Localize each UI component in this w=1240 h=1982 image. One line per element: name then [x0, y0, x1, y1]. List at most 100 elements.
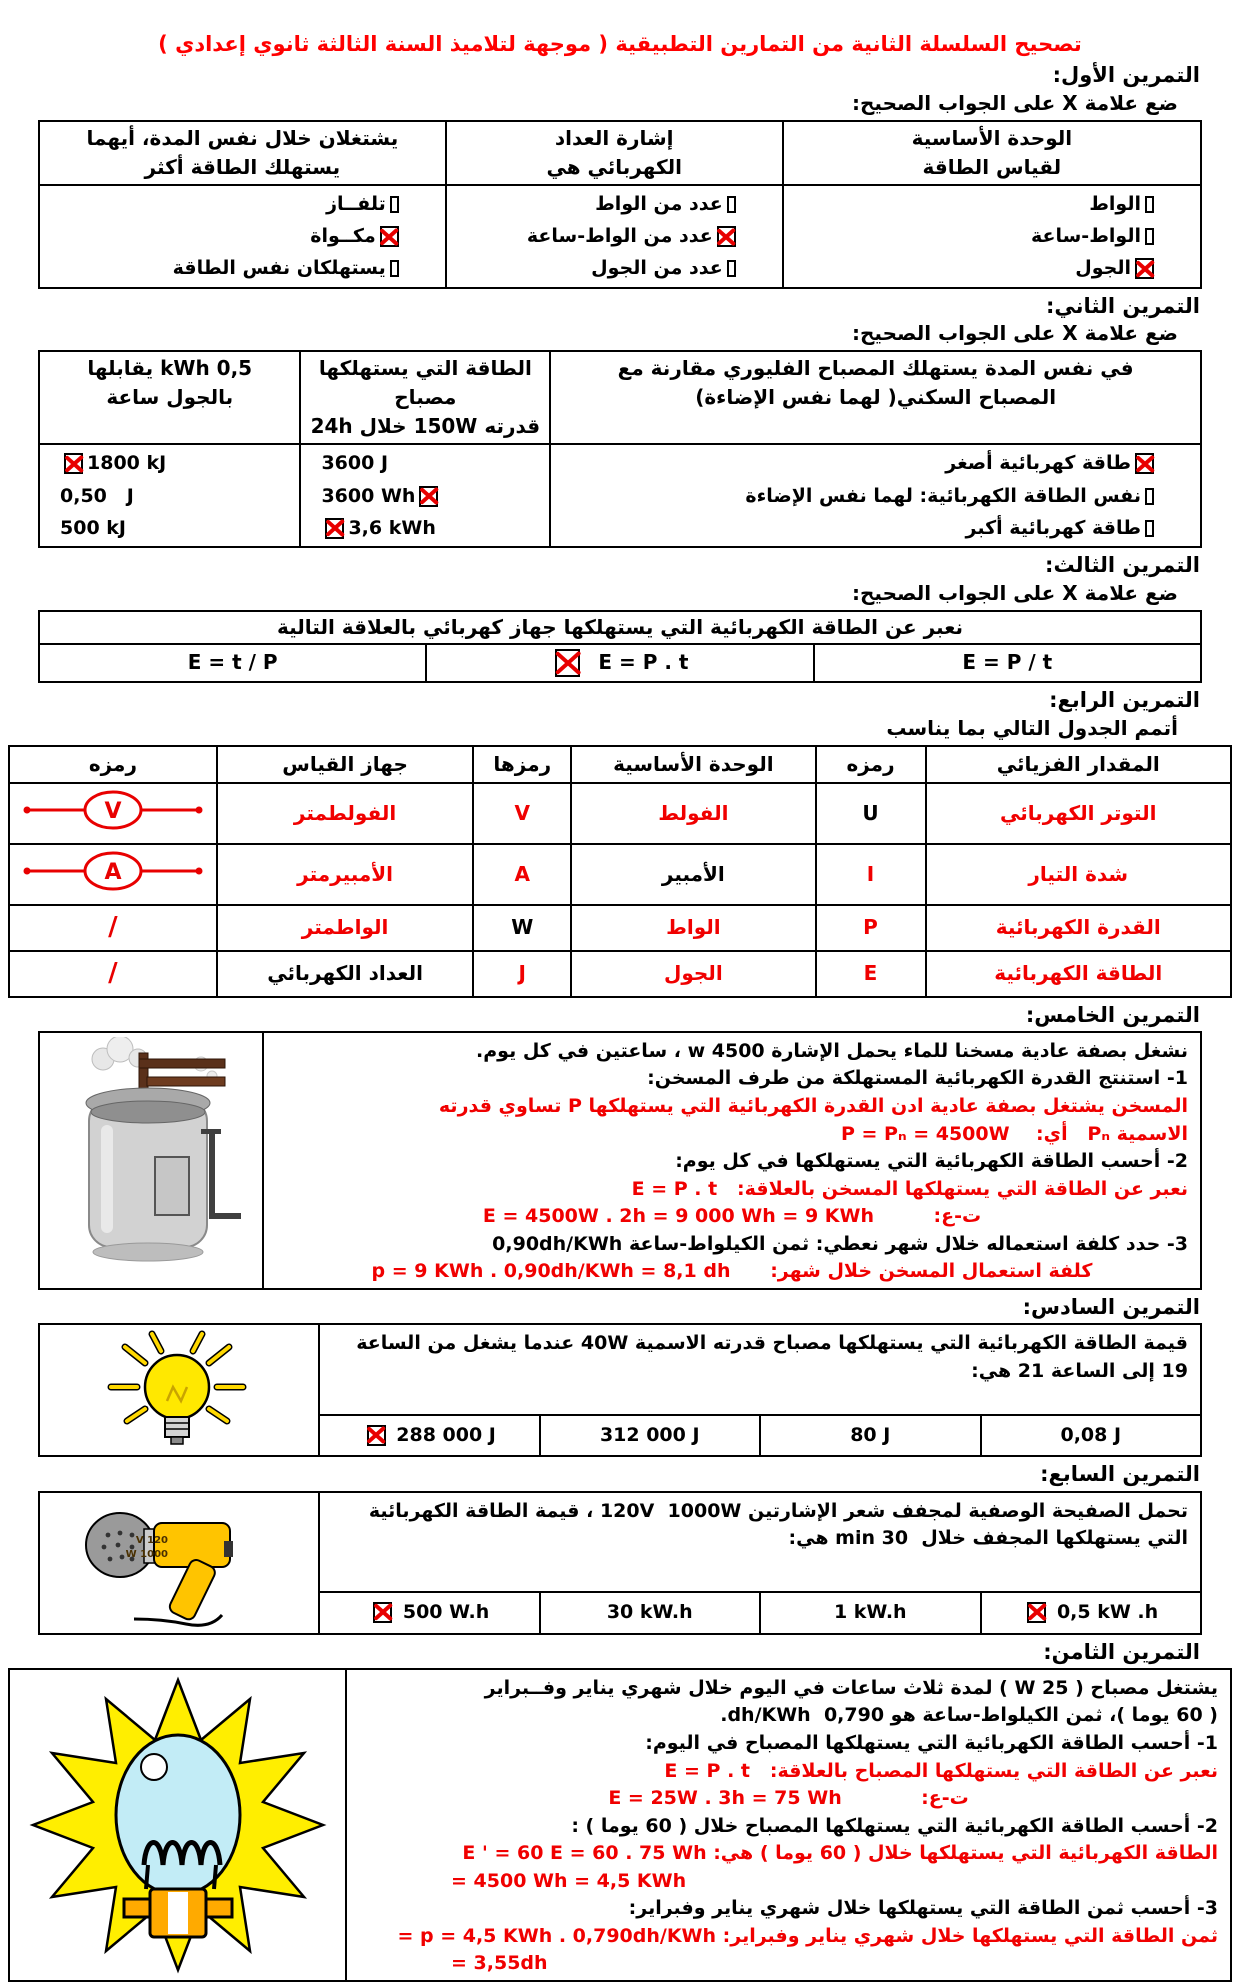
quantity-cell: القدرة الكهربائية [924, 903, 1232, 952]
ex1-col3-header: يشتغلان خلال نفس المدة، أيهما يستهلك الط… [38, 119, 447, 186]
ex6-box: قيمة الطاقة الكهربائية التي يستهلكها مصب… [38, 1323, 1202, 1458]
exercise1-title: التمرين الأول: [1052, 63, 1200, 88]
device-cell: الفولطمتر [215, 781, 475, 845]
ex8-line: نعبر عن الطاقة التي يستهلكها المصباح بال… [664, 1759, 1218, 1782]
option-label: 312 000 J [599, 1423, 700, 1446]
answer-option: 3600 Wh [307, 480, 543, 512]
unit-cell: الواط [570, 903, 817, 952]
ex1-col2-options: عدد من الواط عدد من الواط-ساعة عدد من ال… [444, 183, 784, 289]
ex5-line: ت-ع: E = 4500W . 2h = 9 000 Wh = 9 KWh [482, 1205, 982, 1228]
ex1-col3-options: تلفــاز مكــواة يستهلكان نفس الطاقة [38, 183, 447, 289]
option-label: عدد من الواط-ساعة [526, 225, 713, 248]
checkbox-icon [726, 195, 736, 213]
exercise2-title: التمرين الثاني: [1046, 293, 1200, 318]
unit-symbol-cell: V [472, 781, 573, 845]
ex1-col2-header: إشارة العداد الكهربائي هي [444, 119, 784, 186]
exercise4-instruction: أتمم الجدول التالي بما يناسب [886, 715, 1178, 740]
option-label: 3,6 kWh [348, 516, 436, 539]
checkbox-icon [389, 195, 399, 213]
ex2-col2-options: 3600 J 3600 Wh 3,6 kWh [299, 443, 552, 549]
option-label: الواط [1089, 192, 1141, 215]
option-label: 3600 Wh [321, 484, 416, 507]
ex4-header-symbol: رمزه [814, 744, 927, 784]
exercise6-title: التمرين السادس: [1022, 1294, 1200, 1319]
option-label: 500 W.h [402, 1600, 490, 1623]
ex7-question-text: تحمل الصفيحة الوصفية لمجفف شعر الإشارتين… [362, 1499, 1188, 1550]
device-cell: العداد الكهربائي [215, 949, 475, 998]
checkbox-x-icon [366, 1424, 386, 1446]
option-label: 500 kJ [60, 516, 126, 539]
answer-option: 500 W.h [320, 1592, 541, 1633]
symbol-cell: U [814, 781, 927, 845]
ex4-header-device-symbol: رمزه [8, 744, 218, 784]
checkbox-icon [1145, 487, 1154, 505]
page-title: تصحيح السلسلة الثانية من التمارين التطبي… [158, 32, 1082, 56]
option-label: طاقة كهربائية أصغر [945, 452, 1131, 475]
slash-mark: / [8, 949, 218, 998]
checkbox-icon [1145, 519, 1154, 537]
svg-text:A: A [104, 860, 121, 885]
answer-option: الواط-ساعة [790, 220, 1194, 252]
exercise5-title: التمرين الخامس: [1025, 1002, 1200, 1027]
voltmeter-symbol-icon: V [8, 781, 218, 845]
symbol-cell: P [814, 903, 927, 952]
quantity-cell: التوتر الكهربائي [924, 781, 1232, 845]
answer-option: 0,50 J [46, 480, 293, 512]
ex7-box: تحمل الصفيحة الوصفية لمجفف شعر الإشارتين… [38, 1490, 1202, 1635]
answer-option: 0,08 J [982, 1416, 1201, 1456]
option-label: يستهلكان نفس الطاقة [172, 257, 386, 280]
table-row: التوتر الكهربائي U الفولط V الفولطمتر V [8, 781, 1232, 845]
answer-option: 1800 kJ [46, 447, 293, 479]
table-row: القدرة الكهربائية P الواط W الواطمتر / [8, 903, 1232, 952]
checkbox-x-icon [1027, 1601, 1047, 1623]
option-label: الواط-ساعة [1030, 225, 1141, 248]
table-row: شدة التيار I الأمبير A الأمبيرمتر A [8, 842, 1232, 906]
ex8-line: 2- أحسب الطاقة الكهربائية التي يستهلكها … [571, 1814, 1218, 1837]
unit-cell: الأمبير [570, 842, 817, 906]
answer-option: 0,5 kW .h [982, 1593, 1201, 1633]
ex4-header-unit: الوحدة الأساسية [570, 744, 817, 784]
light-bulb-image [40, 1325, 318, 1456]
exercise7-title: التمرين السابع: [1040, 1462, 1200, 1487]
unit-cell: الفولط [570, 781, 817, 845]
ammeter-symbol-icon: A [8, 842, 218, 906]
checkbox-icon [726, 260, 736, 278]
answer-option: يستهلكان نفس الطاقة [46, 252, 439, 284]
exercise8-title: التمرين الثامن: [1043, 1639, 1200, 1664]
answer-option: 30 kW.h [541, 1592, 761, 1633]
checkbox-x-icon [1135, 258, 1154, 280]
ex5-line: نشغل بصفة عادية مسخنا للماء يحمل الإشارة… [476, 1039, 1188, 1062]
exercise3-instruction: ضع علامة X على الجواب الصحيح: [852, 580, 1178, 605]
option-label: تلفــاز [326, 192, 386, 215]
ex4-header-device: جهاز القياس [215, 744, 475, 784]
ex1-col1-header: الوحدة الأساسية لقياس الطاقة [781, 119, 1203, 186]
ex8-line: = 4500 Wh = 4,5 KWh [451, 1869, 687, 1892]
ex6-question-text: قيمة الطاقة الكهربائية التي يستهلكها مصب… [349, 1332, 1188, 1382]
option-label: E = t / P [187, 649, 278, 674]
ex2-col3-options: 1800 kJ 0,50 J 500 kJ [37, 443, 302, 549]
ex5-line: المسخن يشتغل بصفة عادية ادن القدرة الكهر… [438, 1095, 1188, 1117]
hair-dryer-image: 120 V 1000 W [40, 1492, 318, 1633]
ex8-box: يشتغل مصباح ( 25 W ) لمدة ثلاث ساعات في … [8, 1667, 1232, 1982]
option-label: 0,50 J [60, 484, 134, 507]
device-cell: الواطمتر [215, 903, 475, 952]
ex5-line: 1- استنتج القدرة الكهربائية المستهلكة من… [647, 1067, 1188, 1090]
answer-option: 500 kJ [46, 512, 293, 544]
answer-option: تلفــاز [46, 188, 439, 220]
checkbox-x-icon [379, 226, 399, 248]
answer-option: E = P . t [425, 644, 812, 682]
option-label: مكــواة [310, 225, 376, 248]
svg-text:120 V: 120 V [135, 1535, 167, 1546]
checkbox-x-icon [373, 1601, 393, 1623]
answer-option: الواط [790, 188, 1194, 220]
unit-symbol-cell: J [472, 949, 573, 998]
exercise3-title: التمرين الثالث: [1045, 553, 1200, 578]
ex8-line: 3- أحسب ثمن الطاقة التي يستهلكها خلال شه… [628, 1897, 1218, 1920]
checkbox-x-icon [419, 485, 439, 507]
ex1-answers-table: الوحدة الأساسية لقياس الطاقة إشارة العدا… [38, 119, 1203, 289]
option-label: 80 J [850, 1423, 891, 1446]
ex8-line: ت-ع: E = 25W . 3h = 75 Wh [608, 1787, 969, 1810]
exercise4-title: التمرين الرابع: [1049, 688, 1200, 713]
ex5-line: الاسمية Pₙ أي: P = Pₙ = 4500W [840, 1122, 1188, 1145]
option-label: 3600 J [321, 452, 389, 475]
